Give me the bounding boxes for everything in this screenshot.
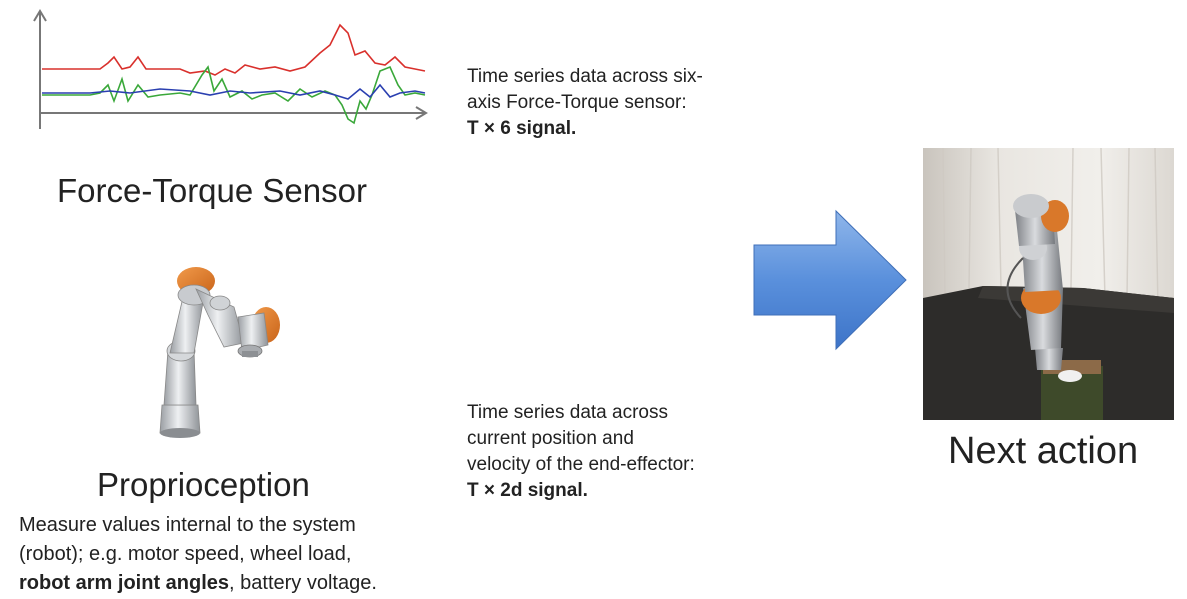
prop-desc-line1: Time series data across [467, 402, 668, 423]
prop-signal-label: T × 2d signal. [467, 478, 767, 504]
force-torque-chart [33, 9, 428, 129]
prop-desc-line2: current position and [467, 428, 634, 449]
right-arrow-icon [753, 209, 907, 351]
proprioception-description: Time series data across current position… [467, 400, 767, 504]
prop-desc-line3: velocity of the end-effector: [467, 454, 695, 475]
proprioception-title: Proprioception [97, 466, 310, 503]
definition-bold: robot arm joint angles [19, 572, 230, 594]
definition-line1: Measure values internal to the system [19, 514, 356, 536]
ft-signal-label: T × 6 signal. [467, 116, 767, 142]
proprioception-definition: Measure values internal to the system (r… [19, 511, 459, 598]
red-signal-line [42, 23, 426, 76]
definition-rest: , battery voltage. [229, 572, 377, 594]
definition-line3: robot arm joint angles, battery voltage. [19, 569, 459, 598]
blue-signal-line [42, 83, 426, 100]
ft-desc-line2: axis Force-Torque sensor: [467, 92, 687, 113]
prop-signal-text: T × 2d signal. [467, 480, 588, 501]
force-torque-description: Time series data across six- axis Force-… [467, 64, 767, 142]
robot-photo [923, 148, 1174, 420]
chart-axes [33, 9, 428, 129]
ft-desc-line1: Time series data across six- [467, 66, 703, 87]
robot-arm-icon [159, 267, 280, 438]
force-torque-title: Force-Torque Sensor [57, 172, 367, 209]
ft-signal-text: T × 6 signal. [467, 118, 577, 139]
green-signal-line [42, 65, 426, 125]
definition-line2: (robot); e.g. motor speed, wheel load, [19, 543, 352, 565]
next-action-title: Next action [948, 430, 1139, 472]
